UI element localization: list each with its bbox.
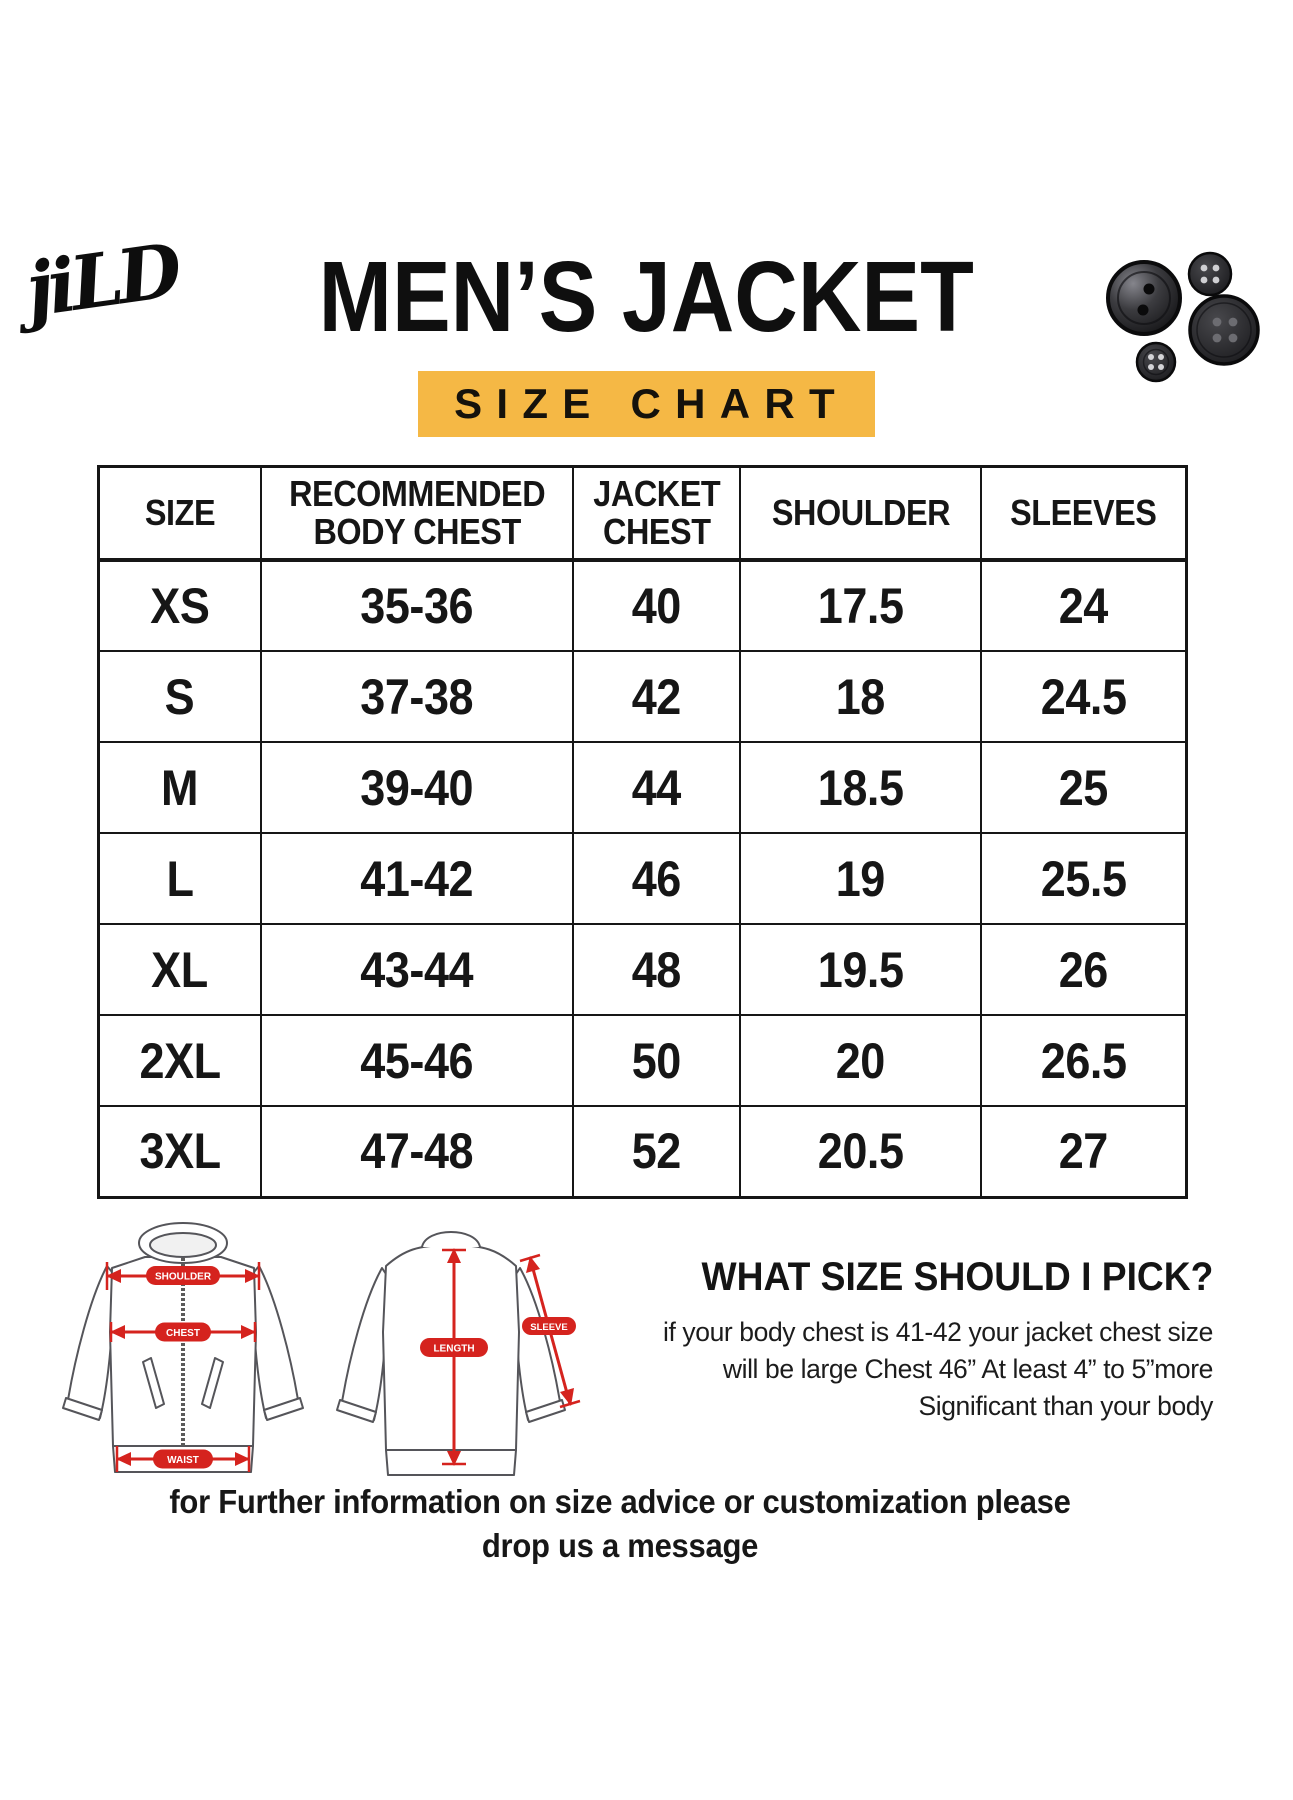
size-guide-line-2: will be large Chest 46” At least 4” to 5… xyxy=(722,1354,1214,1384)
cell-body-chest: 47-48 xyxy=(259,1105,574,1198)
waist-label: WAIST xyxy=(167,1455,199,1466)
cell-size: M xyxy=(97,741,262,834)
size-guide: WHAT SIZE SHOULD I PICK? if your body ch… xyxy=(573,1255,1213,1425)
cell-body-chest: 43-44 xyxy=(259,923,574,1016)
cell-shoulder: 20.5 xyxy=(739,1105,982,1198)
front-annotations: SHOULDER CHEST WAIST xyxy=(105,1262,261,1472)
shoulder-measure-arrow: SHOULDER xyxy=(105,1262,261,1290)
jacket-front-diagram: SHOULDER CHEST WAIST xyxy=(62,1222,304,1473)
cell-shoulder: 19.5 xyxy=(739,923,982,1016)
cell-shoulder: 17.5 xyxy=(739,559,982,652)
size-table: SIZE RECOMMENDED BODY CHEST JACKET CHEST… xyxy=(97,465,1188,1199)
length-label: LENGTH xyxy=(433,1344,474,1355)
cell-jacket-chest: 50 xyxy=(571,1014,742,1107)
cell-sleeves: 26.5 xyxy=(979,1014,1188,1107)
chest-label: CHEST xyxy=(166,1328,200,1339)
button-small-bottom xyxy=(1135,341,1177,383)
button-small-top xyxy=(1187,251,1233,297)
table-row-2xl: 2XL 45-46 50 20 26.5 xyxy=(97,1014,1188,1107)
column-header-jacket-chest: JACKET CHEST xyxy=(571,465,742,562)
column-header-shoulder: SHOULDER xyxy=(739,465,982,562)
cell-sleeves: 26 xyxy=(979,923,1188,1016)
length-measure-arrow: LENGTH xyxy=(420,1248,488,1466)
table-row-m: M 39-40 44 18.5 25 xyxy=(97,741,1188,834)
size-guide-line-1: if your body chest is 41-42 your jacket … xyxy=(662,1317,1213,1347)
cell-jacket-chest: 40 xyxy=(571,559,742,652)
cell-sleeves: 24.5 xyxy=(979,650,1188,743)
size-chart-badge: SIZE CHART xyxy=(0,371,1293,437)
cell-body-chest: 41-42 xyxy=(259,832,574,925)
shoulder-label: SHOULDER xyxy=(155,1272,212,1283)
cell-body-chest: 39-40 xyxy=(259,741,574,834)
cell-body-chest: 35-36 xyxy=(259,559,574,652)
back-annotations: LENGTH SLEEVE xyxy=(420,1248,581,1466)
cell-jacket-chest: 44 xyxy=(571,741,742,834)
button-large-right xyxy=(1188,294,1260,366)
footer-note: for Further information on size advice o… xyxy=(75,1480,1165,1568)
table-header-row: SIZE RECOMMENDED BODY CHEST JACKET CHEST… xyxy=(97,465,1188,562)
cell-shoulder: 18.5 xyxy=(739,741,982,834)
button-large-glossy xyxy=(1106,260,1182,336)
size-guide-line-3: Significant than your body xyxy=(918,1391,1213,1421)
column-header-sleeves: SLEEVES xyxy=(979,465,1188,562)
cell-size: XS xyxy=(97,559,262,652)
size-chart-badge-text: SIZE CHART xyxy=(418,371,875,437)
cell-body-chest: 37-38 xyxy=(259,650,574,743)
cell-size: 3XL xyxy=(97,1105,262,1198)
cell-sleeves: 25 xyxy=(979,741,1188,834)
cell-size: L xyxy=(97,832,262,925)
footer-line-2: drop us a message xyxy=(481,1527,759,1564)
chest-measure-arrow: CHEST xyxy=(109,1322,257,1342)
cell-jacket-chest: 46 xyxy=(571,832,742,925)
waist-measure-arrow: WAIST xyxy=(115,1446,251,1472)
cell-sleeves: 27 xyxy=(979,1105,1188,1198)
column-header-size: SIZE xyxy=(97,465,262,562)
cell-size: XL xyxy=(97,923,262,1016)
page-title: MEN’S JACKET xyxy=(0,240,1293,355)
jacket-buttons-icon xyxy=(1106,251,1260,383)
cell-jacket-chest: 52 xyxy=(571,1105,742,1198)
table-row-3xl: 3XL 47-48 52 20.5 27 xyxy=(97,1105,1188,1198)
table-row-l: L 41-42 46 19 25.5 xyxy=(97,832,1188,925)
sleeve-label: SLEEVE xyxy=(530,1322,568,1333)
page-title-text: MEN’S JACKET xyxy=(318,241,975,353)
cell-jacket-chest: 42 xyxy=(571,650,742,743)
cell-size: S xyxy=(97,650,262,743)
jacket-back-diagram: LENGTH SLEEVE xyxy=(336,1231,581,1476)
sleeve-measure-arrow: SLEEVE xyxy=(519,1253,581,1409)
column-header-body-chest: RECOMMENDED BODY CHEST xyxy=(259,465,574,562)
size-guide-heading: WHAT SIZE SHOULD I PICK? xyxy=(701,1255,1213,1299)
cell-body-chest: 45-46 xyxy=(259,1014,574,1107)
table-row-xl: XL 43-44 48 19.5 26 xyxy=(97,923,1188,1016)
table-row-xs: XS 35-36 40 17.5 24 xyxy=(97,559,1188,652)
footer-line-1: for Further information on size advice o… xyxy=(169,1483,1071,1520)
cell-shoulder: 18 xyxy=(739,650,982,743)
cell-sleeves: 24 xyxy=(979,559,1188,652)
cell-sleeves: 25.5 xyxy=(979,832,1188,925)
cell-size: 2XL xyxy=(97,1014,262,1107)
cell-shoulder: 20 xyxy=(739,1014,982,1107)
table-row-s: S 37-38 42 18 24.5 xyxy=(97,650,1188,743)
cell-jacket-chest: 48 xyxy=(571,923,742,1016)
cell-shoulder: 19 xyxy=(739,832,982,925)
